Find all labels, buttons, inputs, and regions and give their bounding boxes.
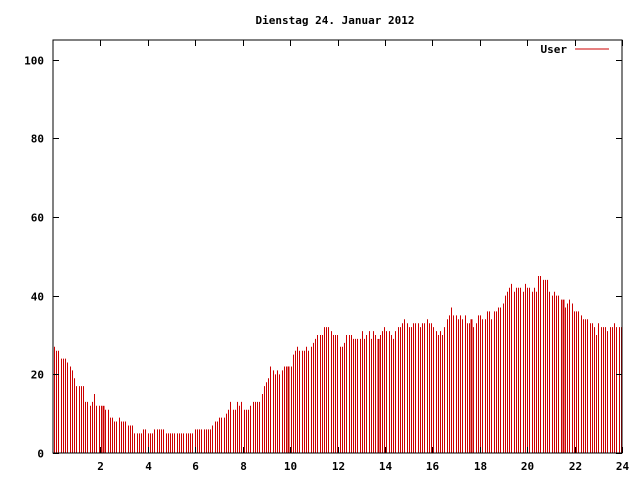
legend: User bbox=[541, 43, 609, 56]
y-tick-label: 80 bbox=[31, 133, 44, 146]
x-tick-label: 16 bbox=[426, 460, 440, 473]
y-tick-label: 20 bbox=[31, 369, 44, 382]
y-tick-label: 60 bbox=[31, 212, 44, 225]
x-tick-label: 12 bbox=[332, 460, 345, 473]
x-tick-label: 22 bbox=[569, 460, 582, 473]
x-tick-label: 20 bbox=[521, 460, 534, 473]
x-tick-label: 18 bbox=[474, 460, 487, 473]
x-tick-label: 8 bbox=[240, 460, 247, 473]
y-tick-label: 100 bbox=[24, 55, 44, 68]
bars-layer bbox=[54, 276, 622, 453]
x-tick-label: 6 bbox=[192, 460, 199, 473]
chart-title: Dienstag 24. Januar 2012 bbox=[256, 14, 415, 27]
y-tick-label: 0 bbox=[37, 448, 44, 461]
legend-label: User bbox=[541, 43, 568, 56]
x-tick-label: 24 bbox=[616, 460, 630, 473]
x-tick-label: 2 bbox=[97, 460, 104, 473]
x-tick-label: 14 bbox=[379, 460, 393, 473]
x-tick-label: 4 bbox=[145, 460, 152, 473]
y-tick-label: 40 bbox=[31, 291, 44, 304]
x-tick-label: 10 bbox=[284, 460, 297, 473]
plot-frame bbox=[52, 39, 623, 454]
